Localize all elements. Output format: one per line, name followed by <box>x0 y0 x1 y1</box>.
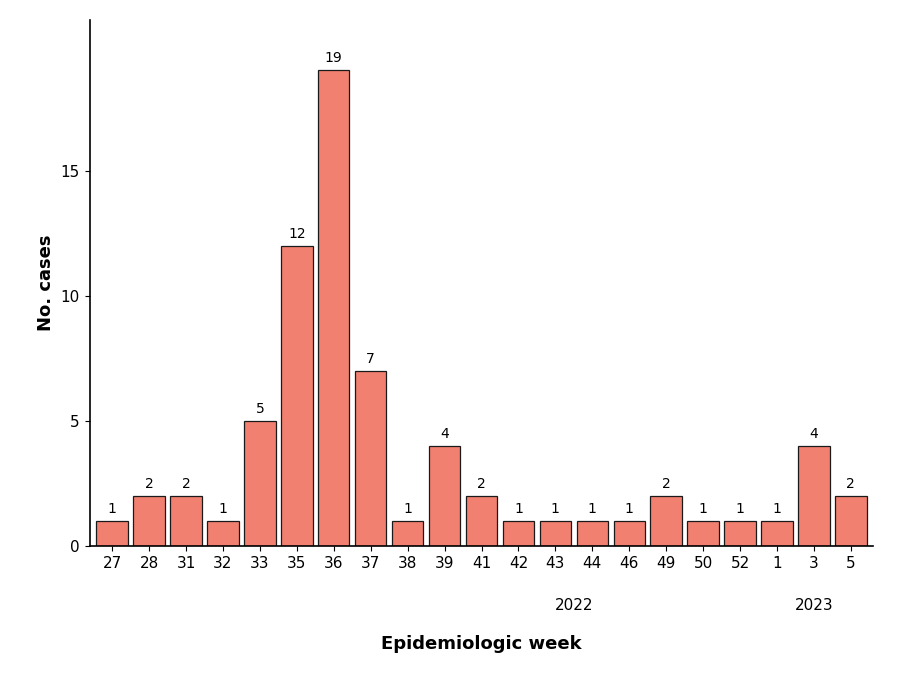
Bar <box>318 70 349 546</box>
Bar <box>207 520 238 546</box>
Bar <box>724 520 756 546</box>
Text: Epidemiologic week: Epidemiologic week <box>382 635 581 653</box>
Text: 5: 5 <box>256 402 265 415</box>
Bar <box>355 370 386 546</box>
Bar <box>429 445 460 546</box>
Text: 2023: 2023 <box>795 598 833 613</box>
Text: 2: 2 <box>662 477 670 490</box>
Bar <box>466 496 497 546</box>
Text: 1: 1 <box>514 501 523 516</box>
Y-axis label: No. cases: No. cases <box>37 235 55 331</box>
Text: 2: 2 <box>182 477 191 490</box>
Text: 1: 1 <box>588 501 597 516</box>
Text: 2: 2 <box>477 477 486 490</box>
Text: 1: 1 <box>698 501 707 516</box>
Bar <box>798 445 830 546</box>
Bar <box>540 520 572 546</box>
Text: 1: 1 <box>403 501 412 516</box>
Bar <box>133 496 165 546</box>
Bar <box>761 520 793 546</box>
Bar <box>835 496 867 546</box>
Text: 1: 1 <box>735 501 744 516</box>
Bar <box>281 246 312 546</box>
Text: 2: 2 <box>145 477 154 490</box>
Text: 1: 1 <box>551 501 560 516</box>
Bar <box>614 520 645 546</box>
Text: 1: 1 <box>108 501 117 516</box>
Bar <box>577 520 608 546</box>
Text: 1: 1 <box>772 501 781 516</box>
Bar <box>96 520 128 546</box>
Text: 7: 7 <box>366 351 375 366</box>
Bar <box>503 520 534 546</box>
Bar <box>651 496 682 546</box>
Text: 1: 1 <box>625 501 634 516</box>
Bar <box>170 496 202 546</box>
Text: 12: 12 <box>288 226 306 241</box>
Text: 4: 4 <box>809 426 818 441</box>
Text: 19: 19 <box>325 51 343 65</box>
Bar <box>688 520 719 546</box>
Bar <box>244 421 275 546</box>
Text: 2: 2 <box>847 477 855 490</box>
Text: 2022: 2022 <box>554 598 593 613</box>
Text: 1: 1 <box>219 501 228 516</box>
Bar <box>392 520 423 546</box>
Text: 4: 4 <box>440 426 449 441</box>
